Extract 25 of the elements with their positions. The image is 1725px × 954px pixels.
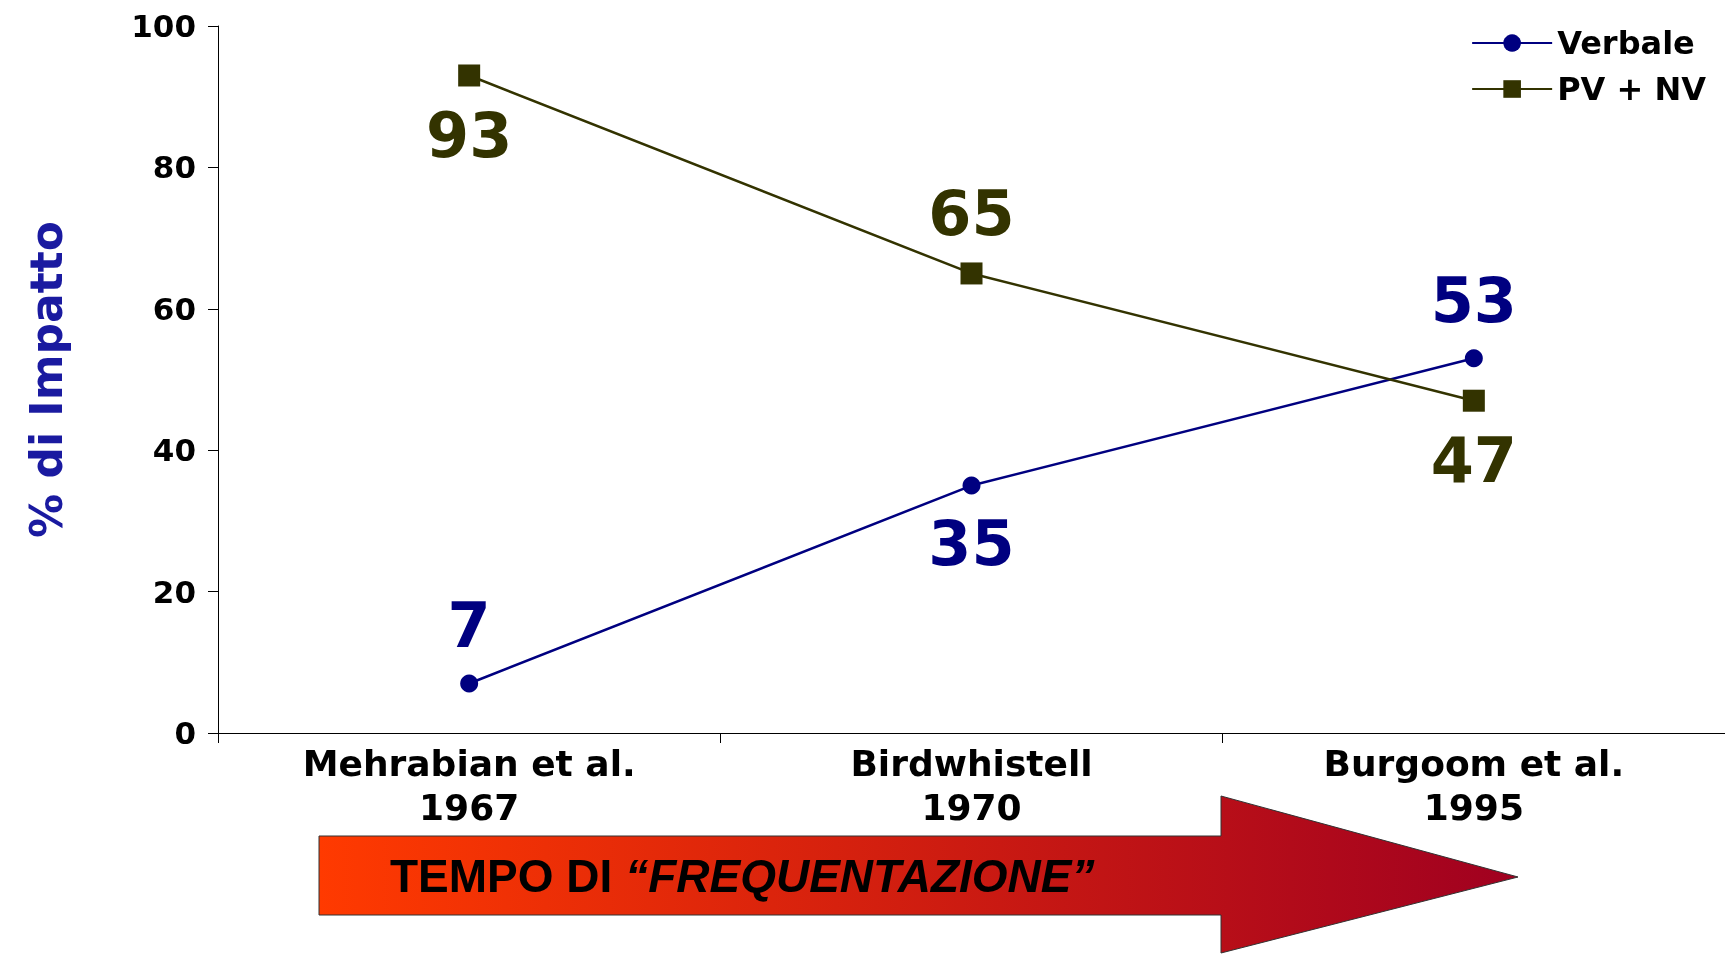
point — [962, 476, 981, 495]
data-label: 35 — [928, 507, 1015, 581]
x-tick-label: Birdwhistell 1970 — [850, 742, 1093, 828]
x-tick-label: Burgoom et al. 1995 — [1323, 742, 1625, 828]
y-tick-label: 60 — [152, 290, 196, 327]
point — [458, 64, 481, 87]
data-label: 7 — [447, 589, 491, 663]
y-tick-label: 20 — [152, 573, 196, 610]
y-tick-label: 80 — [152, 149, 196, 186]
point — [1464, 349, 1483, 368]
data-label: 53 — [1430, 263, 1517, 337]
point — [1462, 389, 1485, 412]
legend-label: PV + NV — [1557, 70, 1707, 108]
x-tick-label: Mehrabian et al. 1967 — [302, 742, 636, 828]
point — [960, 262, 983, 285]
y-tick-label: 100 — [131, 8, 196, 44]
y-tick-label: 0 — [174, 715, 196, 751]
legend-label: Verbale — [1557, 24, 1695, 62]
data-label: 47 — [1430, 424, 1517, 498]
y-tick-label: 40 — [152, 432, 196, 469]
data-label: 65 — [928, 176, 1015, 250]
y-axis-title: % di Impatto — [20, 220, 72, 539]
data-label: 93 — [426, 98, 513, 172]
text: TEMPO DI “FREQUENTAZIONE” — [389, 849, 1096, 904]
point — [460, 674, 479, 693]
